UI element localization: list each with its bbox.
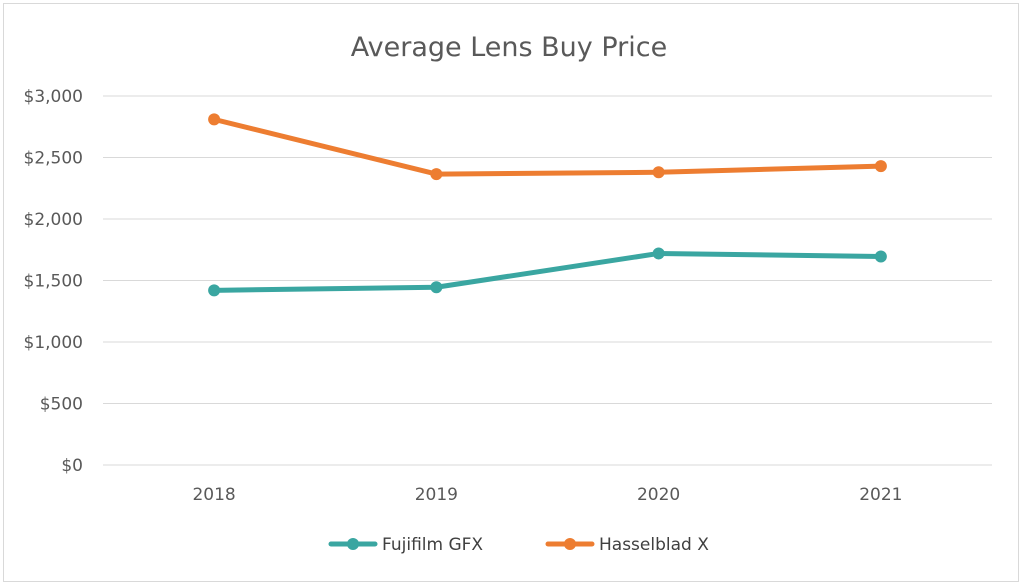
legend-label: Hasselblad X [599,535,709,555]
y-tick-label: $500 [40,395,83,415]
gridlines [103,95,992,466]
data-point [652,247,665,260]
chart-frame [3,3,1019,582]
data-point [430,168,443,181]
legend-item: Hasselblad X [545,535,709,555]
legend-label: Fujifilm GFX [382,535,483,555]
data-point [430,281,443,294]
chart-title: Average Lens Buy Price [351,32,667,63]
series-hasselblad-x [208,113,887,181]
y-tick-label: $0 [61,456,83,476]
y-tick-label: $2,000 [24,210,83,230]
x-tick-label: 2020 [637,485,680,505]
x-tick-label: 2018 [192,485,235,505]
data-point [874,250,887,263]
y-axis-ticks: $0 $500 $1,000 $1,500 $2,000 $2,500 $3,000 [24,87,83,476]
x-tick-label: 2021 [859,485,902,505]
y-tick-label: $2,500 [24,149,83,169]
series-line [211,116,884,177]
data-point [208,113,221,126]
legend: Fujifilm GFX Hasselblad X [328,535,709,555]
series-line [211,250,884,293]
x-tick-label: 2019 [415,485,458,505]
y-tick-label: $1,500 [24,272,83,292]
x-axis-ticks: 2018 2019 2020 2021 [192,485,902,505]
data-point [874,160,887,173]
data-point [208,284,221,297]
legend-swatch-marker [347,538,359,550]
series-fujifilm-gfx [208,247,887,297]
data-point [652,166,665,179]
legend-swatch-marker [564,538,576,550]
y-tick-label: $3,000 [24,87,83,107]
legend-item: Fujifilm GFX [328,535,483,555]
series-layer [208,113,887,297]
y-tick-label: $1,000 [24,333,83,353]
